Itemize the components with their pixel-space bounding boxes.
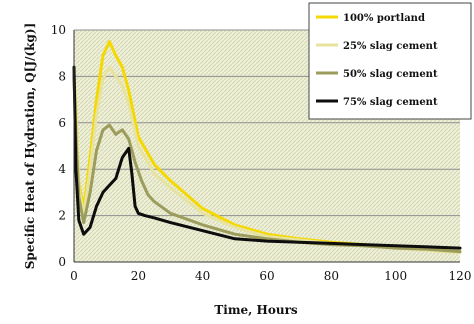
x-tick-label: 60 — [259, 269, 274, 283]
y-tick-label: 4 — [58, 162, 66, 176]
y-tick-label: 10 — [51, 23, 66, 37]
legend: 100% portland 25% slag cement 50% slag cem… — [308, 2, 472, 120]
legend-label-3: 75% slag cement — [343, 97, 438, 108]
legend-label-0: 100% portland — [343, 13, 425, 24]
x-tick-label: 40 — [195, 269, 210, 283]
x-tick-label: 20 — [131, 269, 146, 283]
x-tick-labels: 0 20 40 60 80 100 120 — [70, 269, 471, 283]
legend-label-1: 25% slag cement — [343, 41, 438, 52]
y-tick-label: 8 — [58, 69, 66, 83]
x-tick-label: 120 — [449, 269, 472, 283]
x-tick-label: 100 — [384, 269, 407, 283]
series-layer — [72, 40, 462, 255]
y-tick-label: 0 — [58, 255, 66, 269]
y-tick-label: 6 — [58, 116, 66, 130]
x-tick-label: 0 — [70, 269, 78, 283]
y-tick-labels: 0 2 4 6 8 10 — [51, 23, 67, 269]
x-axis-title: Time, Hours — [214, 303, 298, 317]
series-line-3 — [72, 65, 462, 250]
x-tick-label: 80 — [324, 269, 339, 283]
y-axis-title: Specific Heat of Hydration, Q[J/(kg)] — [23, 23, 37, 270]
y-tick-label: 2 — [58, 209, 66, 223]
legend-label-2: 50% slag cement — [343, 69, 438, 80]
